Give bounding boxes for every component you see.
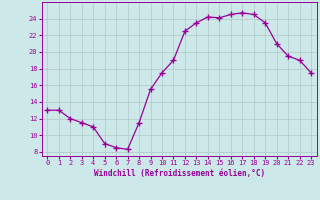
X-axis label: Windchill (Refroidissement éolien,°C): Windchill (Refroidissement éolien,°C) xyxy=(94,169,265,178)
